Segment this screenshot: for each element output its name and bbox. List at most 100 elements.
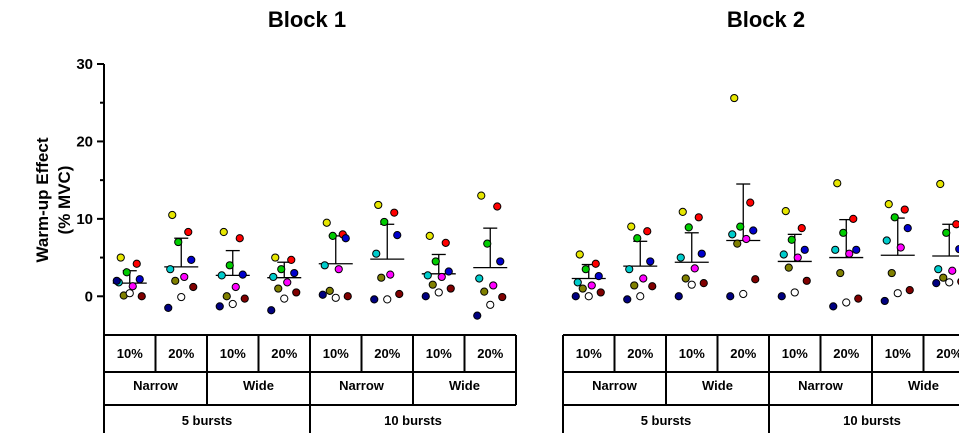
data-point-2-7-3	[890, 213, 899, 222]
data-point-2-5-4	[800, 245, 809, 254]
block-title-2-group: Block 2	[727, 7, 805, 32]
data-point-1-5-1	[322, 218, 331, 227]
data-point-1-2-9	[177, 292, 186, 302]
data-point-1-5-8	[343, 292, 352, 301]
data-point-2-3-9	[687, 280, 696, 289]
bursts-label-2-2: 10 bursts	[843, 413, 901, 428]
data-point-1-4-7	[274, 284, 283, 293]
data-point-2-7-6	[896, 243, 905, 252]
bursts-label-2-1: 5 bursts	[641, 413, 692, 428]
block-title-2: Block 2	[727, 7, 805, 32]
data-point-1-5-7	[325, 286, 334, 295]
data-point-1-6-8	[395, 289, 404, 299]
intensity-label-1-4: 20%	[271, 346, 297, 361]
data-point-2-5-10	[777, 292, 786, 301]
data-point-1-6-1	[374, 200, 383, 210]
stance-label-2-1: Narrow	[592, 378, 638, 393]
data-point-2-8-10	[932, 279, 941, 288]
block-title-1-group: Block 1	[268, 7, 346, 32]
data-point-2-7-8	[905, 285, 914, 295]
data-point-1-2-2	[184, 227, 193, 237]
y-tick-label-0: 0	[85, 288, 93, 305]
data-point-2-7-2	[900, 205, 909, 214]
data-point-1-6-4	[393, 231, 402, 240]
data-point-2-4-4	[749, 226, 758, 235]
data-point-2-6-6	[845, 249, 854, 258]
data-point-1-5-3	[328, 231, 337, 240]
y-axis-title-line2: (% MVC)	[55, 166, 74, 235]
data-point-1-5-5	[320, 261, 329, 270]
data-point-1-5-6	[334, 265, 343, 274]
data-point-2-4-2	[746, 198, 755, 207]
intensity-label-2-3: 10%	[679, 346, 705, 361]
data-point-2-5-8	[802, 276, 811, 285]
data-point-2-6-2	[849, 214, 858, 223]
data-point-1-4-10	[267, 306, 276, 315]
data-point-1-7-6	[437, 272, 446, 282]
intensity-label-1-3: 10%	[220, 346, 246, 361]
intensity-label-1-6: 20%	[374, 346, 400, 361]
data-point-2-5-3	[787, 235, 796, 244]
data-point-2-8-3	[942, 228, 951, 237]
data-point-2-1-3	[581, 265, 590, 274]
bursts-label-1-1: 5 bursts	[182, 413, 233, 428]
data-point-2-6-1	[833, 179, 842, 188]
data-point-1-6-3	[380, 217, 389, 227]
data-point-1-4-1	[271, 253, 280, 262]
data-point-1-7-4	[444, 267, 453, 276]
data-point-1-4-3	[277, 265, 286, 274]
data-point-1-8-1	[477, 191, 486, 200]
data-point-1-1-3	[122, 268, 131, 277]
data-point-2-2-7	[630, 281, 639, 290]
data-point-2-8-7	[939, 273, 948, 282]
intensity-label-2-1: 10%	[576, 346, 602, 361]
data-point-1-7-1	[425, 231, 434, 240]
data-point-2-1-4	[594, 272, 603, 281]
data-point-2-4-1	[730, 93, 739, 103]
y-axis-title-line1: Warm-up Effect	[33, 137, 52, 262]
data-point-2-6-5	[831, 245, 840, 254]
data-point-1-2-6	[180, 272, 189, 282]
data-point-2-7-4	[903, 224, 912, 233]
data-point-2-1-6	[587, 281, 596, 290]
stance-label-1-4: Wide	[449, 378, 480, 393]
intensity-label-2-4: 20%	[730, 346, 756, 361]
data-point-2-3-7	[681, 274, 690, 283]
data-point-1-3-9	[228, 299, 237, 309]
y-tick-label-30: 30	[76, 56, 93, 73]
data-point-2-6-4	[852, 245, 861, 254]
data-point-2-4-8	[751, 275, 760, 284]
intensity-label-1-8: 20%	[477, 346, 503, 361]
data-point-2-7-5	[882, 236, 891, 245]
stance-label-2-3: Narrow	[798, 378, 844, 393]
data-point-1-7-7	[428, 280, 437, 289]
data-point-2-2-1	[627, 222, 636, 231]
data-point-1-2-8	[189, 282, 198, 292]
data-point-1-5-4	[341, 234, 350, 243]
data-point-1-6-6	[386, 270, 395, 279]
data-point-2-3-4	[697, 249, 706, 258]
data-point-1-8-8	[498, 292, 507, 302]
data-point-2-2-6	[639, 274, 648, 283]
data-point-1-4-4	[290, 268, 299, 278]
data-point-1-3-2	[235, 234, 244, 243]
data-point-2-1-1	[575, 250, 584, 259]
data-point-2-6-10	[829, 302, 838, 311]
data-point-1-3-3	[225, 261, 234, 270]
data-point-2-4-9	[739, 289, 748, 299]
data-point-2-4-3	[736, 222, 745, 231]
intensity-label-2-2: 20%	[627, 346, 653, 361]
data-point-2-6-7	[836, 268, 845, 278]
stance-label-2-2: Wide	[702, 378, 733, 393]
data-point-2-2-5	[625, 265, 634, 274]
data-point-1-8-2	[493, 202, 502, 211]
data-point-2-5-6	[793, 253, 802, 262]
data-point-2-8-5	[934, 265, 943, 274]
data-point-2-8-9	[945, 278, 954, 287]
data-point-2-6-9	[842, 298, 851, 307]
data-point-2-8-6	[948, 266, 957, 275]
data-point-1-1-10	[112, 276, 121, 285]
data-point-2-7-10	[880, 296, 889, 306]
data-point-1-6-10	[370, 295, 379, 304]
